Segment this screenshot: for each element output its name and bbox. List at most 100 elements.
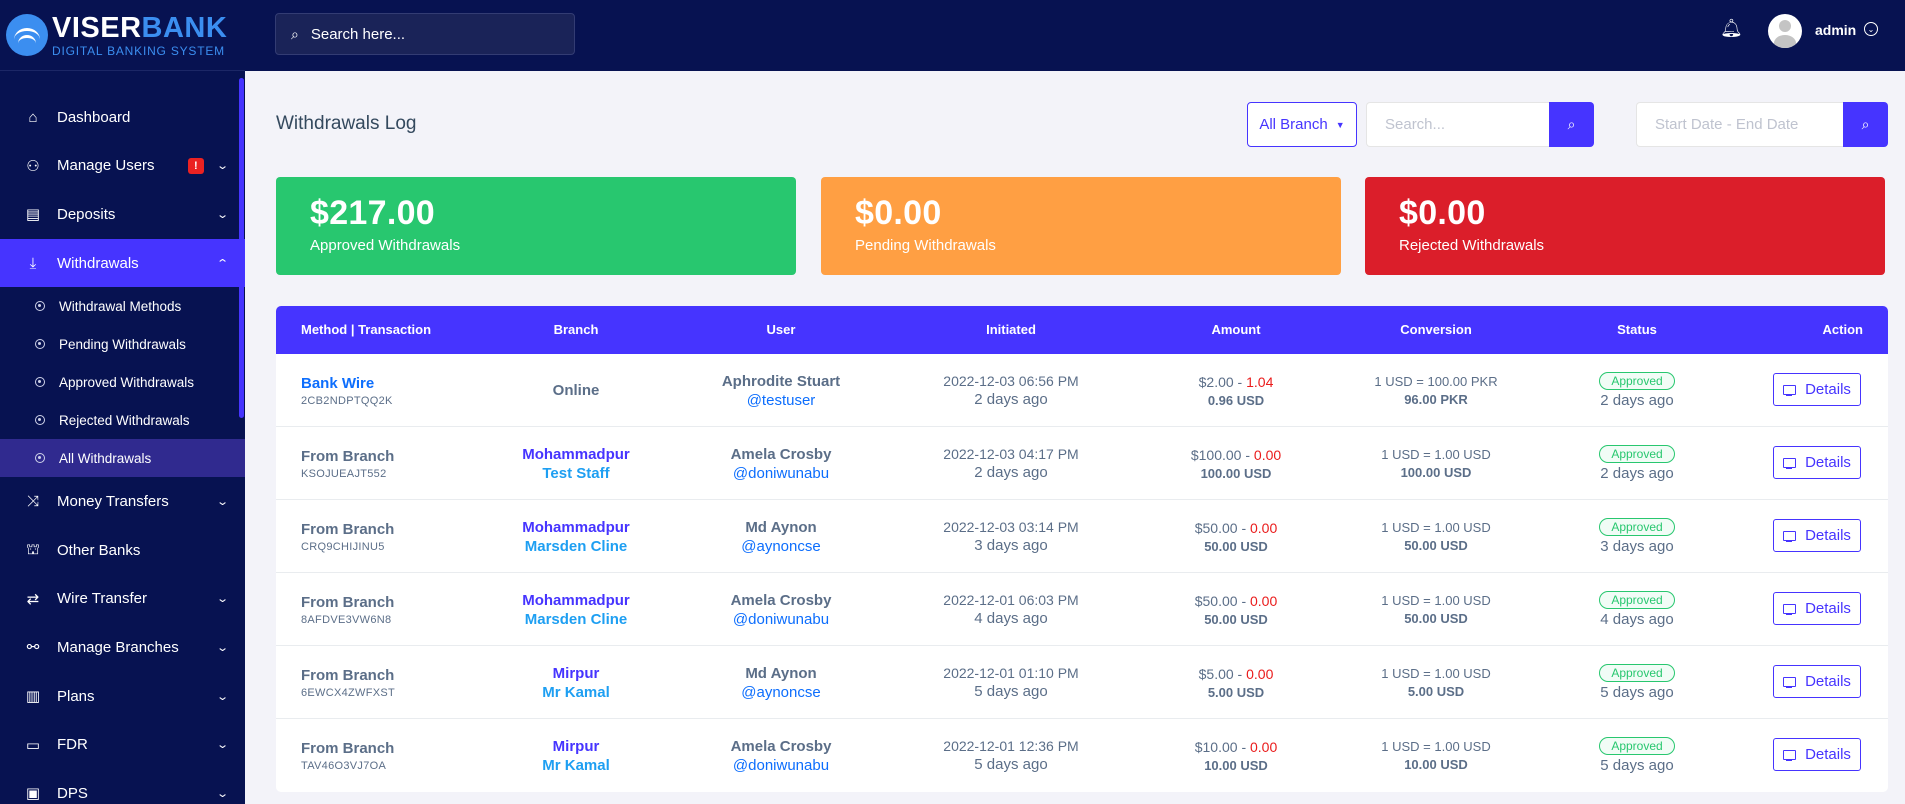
submenu-item-withdrawal-methods[interactable]: Withdrawal Methods (0, 287, 245, 325)
desktop-icon (1783, 603, 1797, 615)
table-row: From Branch 8AFDVE3VW6N8 Mohammadpur Mar… (276, 573, 1888, 646)
conversion-amount: 96.00 PKR (1404, 392, 1468, 407)
user-username-link[interactable]: @doniwunabu (732, 464, 830, 482)
staff-name[interactable]: Mr Kamal (542, 683, 610, 701)
branch-name[interactable]: Mohammadpur (522, 518, 630, 536)
column-header: Initiated (986, 322, 1036, 337)
sidebar-item-manage-branches[interactable]: ⚯ Manage Branches ⌄ (0, 623, 245, 672)
conversion-rate: 1 USD = 1.00 USD (1381, 666, 1491, 681)
conversion-rate: 1 USD = 1.00 USD (1381, 739, 1491, 754)
sidebar-item-money-transfers[interactable]: ⤨ Money Transfers ⌄ (0, 477, 245, 526)
column-header: Status (1617, 322, 1657, 337)
circle-dot-icon (35, 415, 45, 426)
branch-name[interactable]: Mirpur (552, 737, 600, 755)
sidebar-item-label: Deposits (57, 205, 116, 223)
avatar[interactable] (1768, 14, 1802, 48)
submenu-item-pending-withdrawals[interactable]: Pending Withdrawals (0, 325, 245, 363)
bell-icon[interactable]: 🔔︎ (1720, 18, 1743, 38)
sidebar-item-plans[interactable]: ▥ Plans ⌄ (0, 672, 245, 721)
method-name: From Branch (301, 520, 395, 538)
sidebar-item-deposits[interactable]: ▤ Deposits ⌄ (0, 190, 245, 239)
sidebar-item-wire-transfer[interactable]: ⇄ Wire Transfer ⌄ (0, 575, 245, 624)
search-icon: ⌕ (291, 25, 299, 42)
amount-charge: $5.00 - 0.00 (1199, 666, 1274, 682)
amount-value: $50.00 - (1194, 519, 1250, 536)
table-header: Method | Transaction Branch User Initiat… (276, 306, 1888, 354)
date-search-button[interactable]: ⌕ (1843, 102, 1888, 147)
receivable-amount: 50.00 USD (1204, 538, 1268, 554)
sidebar-item-manage-users[interactable]: ⚇ Manage Users ! ⌄ (0, 142, 245, 191)
withdraw-icon: ⤓ (29, 254, 37, 272)
initiated-ago: 4 days ago (974, 610, 1048, 627)
sidebar-item-dashboard[interactable]: ⌂ Dashboard (0, 93, 245, 142)
status-badge: Approved (1599, 518, 1675, 536)
sidebar-item-fdr[interactable]: ▭ FDR ⌄ (0, 720, 245, 769)
details-button[interactable]: Details (1773, 738, 1861, 771)
status-ago: 5 days ago (1600, 757, 1674, 774)
submenu-label: Pending Withdrawals (59, 336, 186, 352)
staff-name[interactable]: Test Staff (542, 464, 610, 482)
date-range-input[interactable]: Start Date - End Date (1636, 102, 1843, 147)
branch-name[interactable]: Online (552, 382, 600, 399)
status-ago: 2 days ago (1600, 392, 1674, 409)
initiated-datetime: 2022-12-01 12:36 PM (943, 738, 1079, 754)
sidebar-item-withdrawals[interactable]: ⤓ Withdrawals ⌃ (0, 238, 245, 288)
initiated-datetime: 2022-12-01 06:03 PM (943, 592, 1079, 608)
widget-rejected-withdrawals[interactable]: $0.00 Rejected Withdrawals (1365, 177, 1885, 275)
details-button[interactable]: Details (1773, 519, 1861, 552)
chevron-down-icon: ⌄ (215, 739, 229, 752)
staff-name[interactable]: Mr Kamal (542, 756, 610, 774)
column-header: User (766, 322, 796, 337)
branch-name[interactable]: Mohammadpur (522, 591, 630, 609)
widget-amount: $217.00 (310, 194, 436, 232)
sidebar-item-label: Money Transfers (57, 493, 169, 511)
details-button[interactable]: Details (1773, 665, 1861, 698)
user-username-link[interactable]: @testuser (746, 391, 816, 409)
search-placeholder: Search here... (310, 25, 406, 43)
branch-name[interactable]: Mirpur (552, 664, 600, 682)
search-icon: ⌕ (1861, 116, 1870, 132)
sidebar-item-other-banks[interactable]: ⛫ Other Banks (0, 526, 245, 575)
widget-approved-withdrawals[interactable]: $217.00 Approved Withdrawals (276, 177, 796, 275)
caret-down-icon: ▼ (1335, 119, 1345, 130)
search-button[interactable]: ⌕ (1549, 102, 1594, 147)
sidebar-item-label: Manage Users (57, 157, 155, 175)
branch-name[interactable]: Mohammadpur (522, 445, 630, 463)
user-username-link[interactable]: @doniwunabu (732, 756, 830, 774)
amount-charge: $100.00 - 0.00 (1191, 447, 1281, 463)
submenu-item-all-withdrawals[interactable]: All Withdrawals (0, 439, 245, 478)
initiated-ago: 2 days ago (974, 464, 1048, 481)
user-username-link[interactable]: @doniwunabu (732, 610, 830, 628)
desktop-icon (1783, 530, 1797, 542)
admin-name[interactable]: admin (1815, 22, 1857, 38)
details-button[interactable]: Details (1773, 446, 1861, 479)
submenu-label: All Withdrawals (59, 450, 152, 466)
table-search-input[interactable]: Search... (1366, 102, 1549, 147)
details-label: Details (1805, 527, 1851, 544)
receivable-amount: 10.00 USD (1204, 757, 1268, 773)
submenu-item-approved-withdrawals[interactable]: Approved Withdrawals (0, 363, 245, 401)
charge-value: 0.00 (1246, 665, 1274, 682)
widget-pending-withdrawals[interactable]: $0.00 Pending Withdrawals (821, 177, 1341, 275)
column-header: Branch (553, 322, 599, 337)
branch-filter-dropdown[interactable]: All Branch ▼ (1247, 102, 1357, 147)
submenu-label: Approved Withdrawals (59, 374, 195, 390)
user-username-link[interactable]: @aynoncse (741, 683, 821, 701)
date-range: Start Date - End Date ⌕ (1636, 102, 1888, 147)
staff-name[interactable]: Marsden Cline (524, 537, 628, 555)
sidebar-item-dps[interactable]: ▣ DPS ⌄ (0, 769, 245, 804)
wire-icon: ⇄ (26, 590, 40, 608)
details-button[interactable]: Details (1773, 373, 1861, 406)
conversion-amount: 100.00 USD (1400, 465, 1472, 480)
amount-charge: $50.00 - 0.00 (1195, 520, 1278, 536)
submenu-item-rejected-withdrawals[interactable]: Rejected Withdrawals (0, 401, 245, 439)
staff-name[interactable]: Marsden Cline (524, 610, 628, 628)
chevron-down-icon: ⌄ (215, 690, 229, 703)
chevron-down-icon[interactable]: ⌄ (1864, 22, 1878, 36)
top-search-input[interactable]: ⌕ Search here... (275, 13, 575, 55)
brand-logo[interactable]: VISERBANK DIGITAL BANKING SYSTEM (0, 0, 245, 71)
initiated-datetime: 2022-12-03 04:17 PM (943, 446, 1079, 462)
user-username-link[interactable]: @aynoncse (741, 537, 821, 555)
transaction-id: TAV46O3VJ7OA (301, 759, 387, 772)
details-button[interactable]: Details (1773, 592, 1861, 625)
